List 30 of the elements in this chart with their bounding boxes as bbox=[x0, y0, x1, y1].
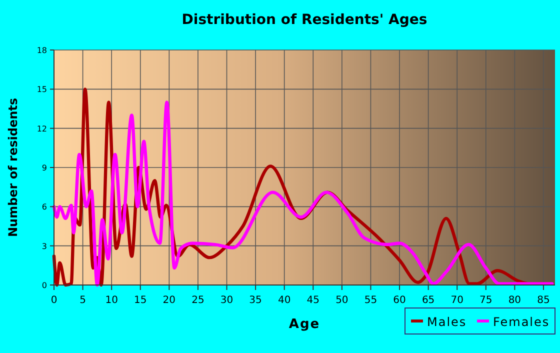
y-tick-label: 18 bbox=[36, 46, 47, 55]
x-tick-label: 30 bbox=[220, 295, 234, 306]
x-tick-label: 75 bbox=[480, 295, 492, 306]
x-tick-label: 85 bbox=[537, 295, 550, 306]
x-tick-label: 10 bbox=[105, 295, 118, 306]
x-tick-label: 45 bbox=[306, 295, 320, 306]
y-axis-title: Number of residents bbox=[6, 98, 20, 238]
y-tick-label: 0 bbox=[42, 281, 47, 290]
chart-title: Distribution of Residents' Ages bbox=[182, 12, 428, 28]
x-tick-label: 25 bbox=[192, 295, 204, 306]
x-tick-label: 40 bbox=[278, 295, 291, 306]
y-tick-label: 9 bbox=[42, 164, 47, 172]
y-tick-label: 15 bbox=[36, 85, 47, 94]
x-axis-title: Age bbox=[288, 317, 320, 332]
x-tick-label: 60 bbox=[393, 295, 406, 306]
x-tick-label: 20 bbox=[162, 295, 176, 306]
x-tick-label: 70 bbox=[450, 295, 464, 306]
y-tick-label: 3 bbox=[42, 242, 47, 251]
legend-label: Males bbox=[427, 315, 467, 329]
y-tick-label: 6 bbox=[42, 202, 47, 212]
x-tick-label: 65 bbox=[422, 295, 435, 306]
x-tick-label: 80 bbox=[508, 295, 522, 306]
x-tick-label: 0 bbox=[50, 295, 58, 306]
x-tick-label: 50 bbox=[336, 295, 348, 306]
x-tick-label: 35 bbox=[249, 295, 262, 306]
y-tick-label: 12 bbox=[36, 124, 47, 134]
x-tick-label: 15 bbox=[134, 295, 147, 306]
x-tick-label: 55 bbox=[364, 295, 378, 306]
legend-label: Females bbox=[493, 315, 550, 329]
x-tick-label: 5 bbox=[80, 295, 86, 306]
